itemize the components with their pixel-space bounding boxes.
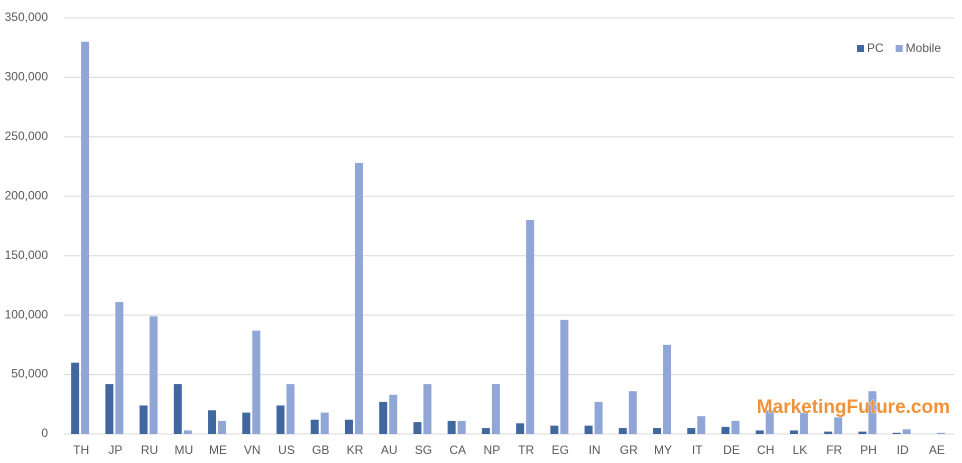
bar <box>858 431 867 434</box>
x-tick-label: FR <box>826 443 842 457</box>
y-tick-label: 150,000 <box>5 248 49 262</box>
bar <box>276 405 285 434</box>
bar <box>868 391 877 434</box>
bar <box>218 420 227 434</box>
y-tick-label: 300,000 <box>5 70 49 84</box>
x-tick-label: GR <box>620 443 638 457</box>
bar <box>389 394 398 434</box>
bar <box>663 344 672 434</box>
bar <box>149 316 158 434</box>
bar <box>139 405 148 434</box>
x-tick-label: TR <box>518 443 534 457</box>
x-tick-label: DE <box>723 443 740 457</box>
x-tick-label: JP <box>108 443 122 457</box>
bar <box>81 41 90 435</box>
bar <box>799 412 808 434</box>
x-tick-label: ME <box>209 443 227 457</box>
y-tick-label: 250,000 <box>5 129 49 143</box>
bar <box>824 431 833 434</box>
bar <box>252 330 261 434</box>
bar <box>447 420 456 434</box>
bar <box>594 401 603 434</box>
bar <box>320 412 329 434</box>
bar <box>242 412 251 434</box>
bar <box>755 430 764 434</box>
bar <box>105 384 114 434</box>
bar <box>628 391 637 434</box>
bar <box>560 319 569 434</box>
bar <box>481 428 490 434</box>
bar <box>71 362 80 434</box>
bar <box>286 384 295 434</box>
x-tick-label: GB <box>312 443 329 457</box>
bar <box>550 425 559 434</box>
x-tick-label: ID <box>897 443 909 457</box>
bar <box>721 426 730 434</box>
bar <box>354 163 363 434</box>
bar <box>115 302 124 434</box>
x-tick-label: PH <box>860 443 877 457</box>
x-tick-label: RU <box>141 443 158 457</box>
y-tick-label: 200,000 <box>5 188 49 202</box>
bar <box>526 220 535 434</box>
x-tick-label: US <box>278 443 295 457</box>
bar <box>687 428 696 434</box>
x-tick-label: EG <box>552 443 569 457</box>
bar <box>457 420 466 434</box>
bar <box>423 384 432 434</box>
x-tick-label: MU <box>174 443 193 457</box>
bar <box>834 417 843 434</box>
watermark: MarketingFuture.com <box>757 397 950 418</box>
bar <box>344 419 353 434</box>
legend-swatch <box>857 45 864 52</box>
bar <box>173 384 182 434</box>
x-tick-label: AU <box>381 443 398 457</box>
x-tick-label: SG <box>415 443 432 457</box>
x-tick-label: IN <box>589 443 601 457</box>
y-tick-label: 50,000 <box>11 367 48 381</box>
y-tick-label: 350,000 <box>5 10 49 24</box>
legend-swatch <box>895 45 903 52</box>
bar <box>765 410 774 434</box>
legend-label: PC <box>867 41 884 55</box>
bar <box>902 429 911 434</box>
bar <box>310 419 319 434</box>
bar <box>208 410 217 434</box>
y-tick-label: 0 <box>41 426 48 440</box>
x-tick-label: KR <box>347 443 364 457</box>
bar <box>379 401 388 434</box>
bar <box>697 416 706 434</box>
x-tick-label: VN <box>244 443 261 457</box>
x-tick-label: CA <box>449 443 466 457</box>
bar <box>936 432 945 434</box>
y-tick-label: 100,000 <box>5 307 49 321</box>
bar <box>653 428 662 434</box>
x-tick-label: NP <box>484 443 501 457</box>
bar <box>618 428 627 434</box>
bar <box>183 430 192 434</box>
bar <box>584 425 593 434</box>
bar <box>491 384 500 434</box>
bar <box>789 430 798 434</box>
legend-label: Mobile <box>906 41 942 55</box>
bar <box>516 423 525 434</box>
x-tick-label: TH <box>73 443 89 457</box>
x-tick-label: LK <box>793 443 808 457</box>
x-tick-label: CH <box>757 443 774 457</box>
x-tick-label: AE <box>929 443 945 457</box>
bar <box>731 420 740 434</box>
x-tick-label: MY <box>654 443 672 457</box>
bar <box>892 432 901 434</box>
bar <box>413 422 422 434</box>
x-tick-label: IT <box>692 443 703 457</box>
